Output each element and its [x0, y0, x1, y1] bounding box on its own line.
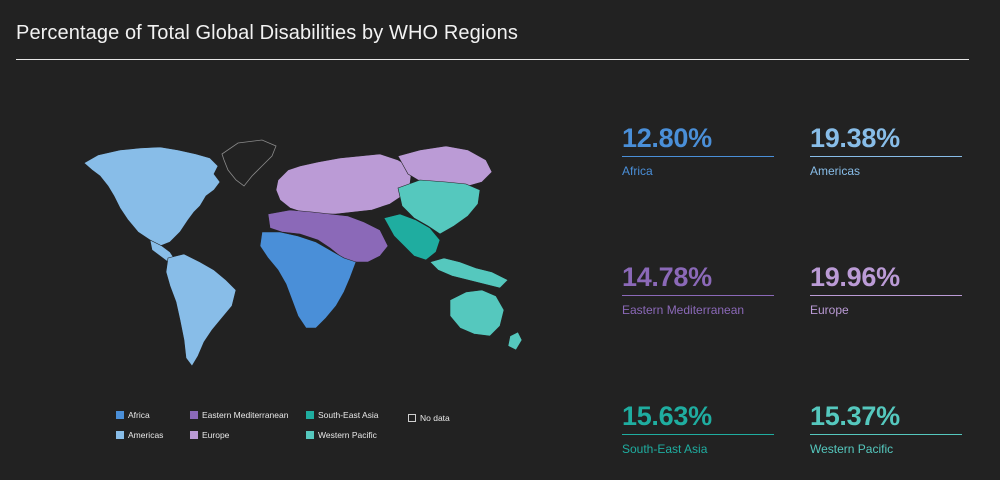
legend-item-western-pacific: Western Pacific [306, 430, 377, 440]
stat-divider [810, 156, 962, 157]
stat-eastern-mediterranean: 14.78% Eastern Mediterranean [622, 263, 774, 317]
stat-divider [622, 156, 774, 157]
stat-value: 15.37% [810, 401, 900, 431]
legend-label: No data [420, 413, 450, 423]
stat-divider [810, 295, 962, 296]
stat-label: Eastern Mediterranean [622, 303, 745, 317]
stat-divider [810, 434, 962, 435]
page-title: Percentage of Total Global Disabilities … [16, 22, 518, 44]
title-divider [16, 59, 969, 60]
legend-item-europe: Europe [190, 430, 229, 440]
legend-label: Eastern Mediterranean [202, 410, 289, 420]
region-western-pacific[interactable] [397, 179, 481, 235]
stat-europe: 19.96% Europe [810, 263, 962, 317]
legend-swatch [306, 431, 314, 439]
stat-label: Western Pacific [810, 442, 894, 456]
stat-africa: 12.80% Africa [622, 124, 774, 178]
stat-value: 19.38% [810, 123, 900, 153]
region-europe[interactable] [275, 153, 413, 215]
region-western-pacific-australia[interactable] [449, 289, 505, 337]
region-americas-south[interactable] [165, 253, 237, 367]
legend-swatch [116, 411, 124, 419]
stat-label: South-East Asia [622, 442, 708, 456]
stat-label: Africa [622, 164, 653, 178]
legend-swatch [190, 431, 198, 439]
legend-swatch [116, 431, 124, 439]
stat-americas: 19.38% Americas [810, 124, 962, 178]
legend-label: Europe [202, 430, 230, 440]
stat-label: Americas [810, 164, 861, 178]
region-eastern-mediterranean[interactable] [267, 209, 389, 263]
region-africa[interactable] [259, 231, 357, 329]
region-south-east-asia[interactable] [383, 213, 441, 261]
legend-label: South-East Asia [318, 410, 379, 420]
legend-label: Western Pacific [318, 430, 377, 440]
region-americas-north[interactable] [83, 146, 221, 247]
stat-western-pacific: 15.37% Western Pacific [810, 402, 962, 456]
legend-item-africa: Africa [116, 410, 150, 420]
legend-item-americas: Americas [116, 430, 163, 440]
legend-label: Africa [128, 410, 150, 420]
region-no-data-greenland[interactable] [221, 139, 277, 187]
stat-divider [622, 434, 774, 435]
region-europe-russia[interactable] [397, 145, 493, 187]
region-western-pacific-nz[interactable] [507, 331, 523, 351]
legend-item-no-data: No data [408, 413, 450, 423]
region-western-pacific-islands[interactable] [429, 257, 509, 289]
map-legend: Africa Americas Eastern Mediterranean Eu… [116, 410, 476, 450]
stat-value: 15.63% [622, 401, 712, 431]
stat-value: 14.78% [622, 262, 712, 292]
stat-south-east-asia: 15.63% South-East Asia [622, 402, 774, 456]
legend-item-south-east-asia: South-East Asia [306, 410, 378, 420]
legend-label: Americas [128, 430, 164, 440]
stat-label: Europe [810, 303, 849, 317]
legend-swatch [190, 411, 198, 419]
stat-value: 19.96% [810, 262, 900, 292]
legend-swatch [306, 411, 314, 419]
stat-value: 12.80% [622, 123, 712, 153]
legend-swatch [408, 414, 416, 422]
stat-divider [622, 295, 774, 296]
legend-item-eastern-mediterranean: Eastern Mediterranean [190, 410, 288, 420]
